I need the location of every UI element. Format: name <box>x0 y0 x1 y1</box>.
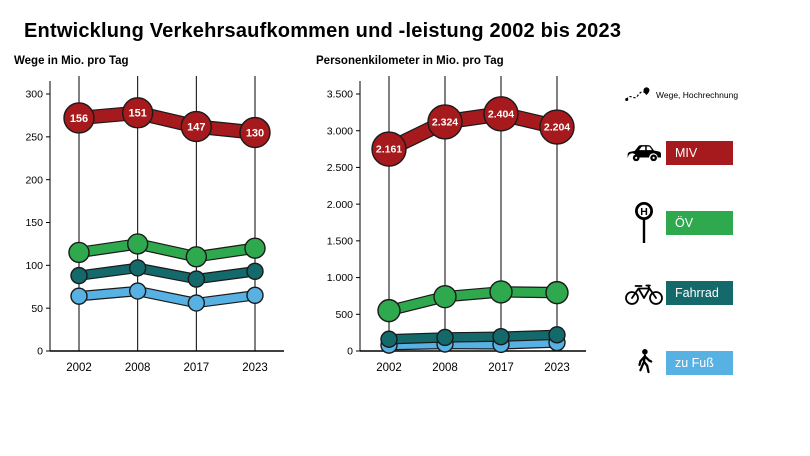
miv-value-label: 151 <box>128 108 146 120</box>
zu-fu--line <box>75 287 259 308</box>
y-tick-label: 3.500 <box>327 89 353 101</box>
zu-fu--line <box>385 338 561 350</box>
fahrrad-line <box>75 263 259 284</box>
-v-marker <box>185 246 208 268</box>
route-icon <box>625 87 650 102</box>
zu-fu--marker <box>187 294 206 312</box>
-v-line <box>384 287 562 316</box>
miv-value-label: 2.161 <box>376 144 402 156</box>
miv-marker <box>121 97 154 129</box>
car-icon <box>627 145 661 162</box>
legend-item-zufuss: zu Fuß <box>622 341 807 385</box>
fahrrad-marker <box>380 330 398 348</box>
y-tick-label: 500 <box>335 309 353 321</box>
page-title: Entwicklung Verkehrsaufkommen und -leist… <box>24 20 622 42</box>
miv-marker <box>180 110 213 143</box>
fahrrad-marker <box>187 270 206 288</box>
y-tick-label: 100 <box>25 260 43 272</box>
y-tick-label: 300 <box>25 89 43 101</box>
-v-marker <box>489 280 513 304</box>
miv-marker <box>483 96 519 132</box>
legend-item-miv: MIV <box>622 131 807 175</box>
miv-value-label: 2.404 <box>488 109 514 121</box>
x-tick-label: 2023 <box>242 362 268 374</box>
y-tick-label: 50 <box>31 303 43 315</box>
x-tick-label: 2008 <box>432 362 458 374</box>
wege-chart: Wege in Mio. pro Tag 0 50 100 150 200 250 300 2… <box>8 55 310 391</box>
y-tick-label: 2.500 <box>327 162 353 174</box>
content-row: Wege in Mio. pro Tag 0 50 100 150 200 250 300 2… <box>0 55 810 391</box>
-v-marker <box>377 298 401 323</box>
x-tick-label: 2017 <box>184 362 210 374</box>
x-tick-label: 2017 <box>488 362 514 374</box>
legend-item-fahrrad: Fahrrad <box>622 271 807 315</box>
y-tick-label: 0 <box>37 346 43 358</box>
miv-value-label: 2.204 <box>544 122 570 134</box>
zu-fu--marker <box>246 286 264 305</box>
miv-badge: MIV <box>666 141 733 165</box>
miv-value-label: 156 <box>70 113 88 125</box>
fahrrad-marker <box>436 328 454 347</box>
oev-badge: ÖV <box>666 211 733 235</box>
-v-marker <box>433 284 457 309</box>
y-tick-label: 250 <box>25 132 43 144</box>
miv-marker <box>371 131 407 167</box>
miv-value-label: 147 <box>187 121 205 133</box>
personenkilometer-chart-canvas: 0 500 1.000 1.500 2.000 2.500 3.000 3.500 2002 20… <box>327 76 586 374</box>
fahrrad-badge: Fahrrad <box>666 281 733 305</box>
fahrrad-marker <box>492 327 510 346</box>
fahrrad-line <box>385 330 561 344</box>
fahrrad-marker <box>548 326 566 344</box>
y-tick-label: 3.000 <box>327 125 353 137</box>
zu-fu--marker <box>70 287 88 305</box>
y-tick-label: 1.000 <box>327 272 353 284</box>
legend-note-text: Wege, Hochrechnung <box>656 90 739 100</box>
zu-fu--marker <box>128 282 147 300</box>
fahrrad-marker <box>246 262 264 281</box>
personenkilometer-chart: Personenkilometer in Mio. pro Tag 0 500 1.… <box>310 55 612 391</box>
miv-marker <box>427 104 463 140</box>
legend-item-oev: H ÖV <box>622 201 807 245</box>
miv-marker <box>539 109 575 145</box>
y-tick-label: 150 <box>25 217 43 229</box>
transit-sign-letter: H <box>640 206 648 218</box>
x-tick-label: 2002 <box>66 362 92 374</box>
legend: Wege, Hochrechnung MIV <box>622 85 807 385</box>
fahrrad-marker <box>70 266 88 285</box>
pedestrian-icon <box>638 348 653 373</box>
x-tick-label: 2008 <box>125 362 151 374</box>
miv-line <box>382 107 564 156</box>
x-tick-label: 2023 <box>544 362 570 374</box>
personenkilometer-chart-title: Personenkilometer in Mio. pro Tag <box>316 55 504 67</box>
zufuss-badge: zu Fuß <box>666 351 733 375</box>
y-tick-label: 200 <box>25 174 43 186</box>
y-tick-label: 1.500 <box>327 236 353 248</box>
wege-chart-canvas: 0 50 100 150 200 250 300 2002 2008 2017 2023 156 151… <box>25 76 284 374</box>
wege-chart-title: Wege in Mio. pro Tag <box>14 55 129 67</box>
-v-marker <box>126 233 149 255</box>
miv-line <box>73 106 261 139</box>
bicycle-icon <box>625 284 663 305</box>
-v-marker <box>68 241 90 264</box>
-v-marker <box>545 280 569 305</box>
miv-value-label: 130 <box>246 127 264 139</box>
transit-stop-icon: H <box>635 202 653 243</box>
miv-marker <box>239 116 271 149</box>
x-tick-label: 2002 <box>376 362 402 374</box>
miv-marker <box>63 102 95 134</box>
y-tick-label: 0 <box>347 346 353 358</box>
y-tick-label: 2.000 <box>327 199 353 211</box>
miv-value-label: 2.324 <box>432 117 458 129</box>
-v-marker <box>244 237 266 259</box>
-v-line <box>74 239 260 262</box>
legend-note: Wege, Hochrechnung <box>624 85 807 105</box>
fahrrad-marker <box>128 259 147 277</box>
